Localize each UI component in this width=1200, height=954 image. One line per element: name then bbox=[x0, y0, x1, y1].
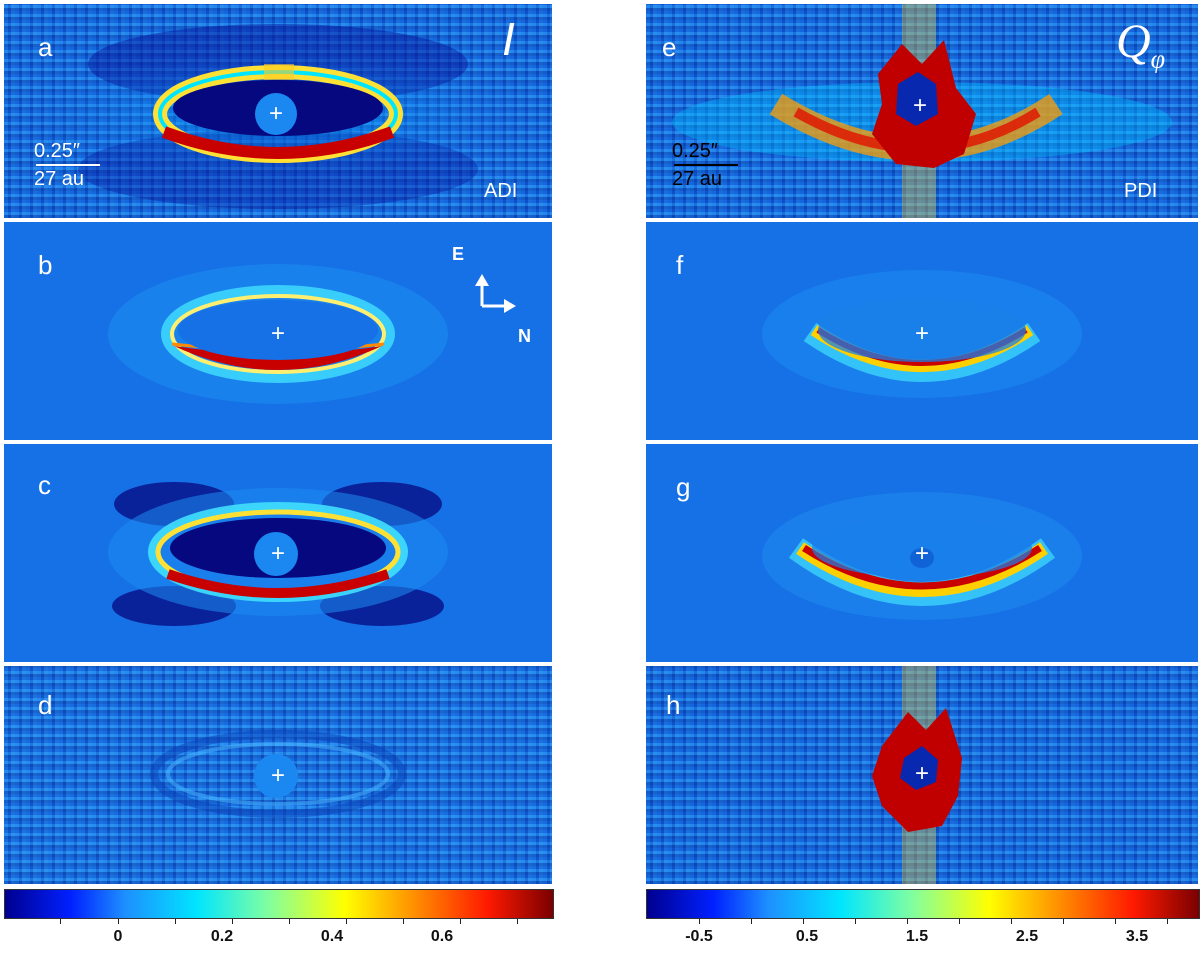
colorbar-tick bbox=[403, 919, 404, 924]
panel-label: a bbox=[38, 32, 53, 62]
scale-bar-physical: 27 au bbox=[34, 168, 85, 190]
compass-arrows bbox=[475, 274, 516, 313]
colorbar-tick bbox=[699, 919, 700, 924]
colorbar-tick bbox=[460, 919, 461, 924]
panel-title-qphi: Qφ bbox=[1116, 18, 1165, 84]
star-marker: + bbox=[270, 320, 285, 347]
colorbar-tick-label: 2.5 bbox=[1015, 928, 1039, 945]
colorbar-right bbox=[646, 889, 1200, 919]
panel-a-disk-image bbox=[28, 24, 528, 209]
colorbar-tick bbox=[517, 919, 518, 924]
panel-h-residual-image: h + bbox=[646, 666, 1198, 884]
panel-label: c bbox=[38, 470, 51, 500]
scale-bar-physical: 27 au bbox=[672, 168, 723, 190]
colorbar-tick bbox=[175, 919, 176, 924]
panel-d-residual-image: d + bbox=[4, 666, 552, 884]
panel-f-model-image: f + bbox=[646, 222, 1198, 440]
panel-g-model-pdi-image: g + bbox=[646, 444, 1198, 662]
panel-e-disk-image bbox=[672, 4, 1172, 218]
compass-north: N bbox=[518, 326, 531, 346]
star-marker: + bbox=[270, 762, 285, 789]
scale-bar-line bbox=[36, 164, 100, 166]
colorbar-tick bbox=[1115, 919, 1116, 924]
colorbar-tick bbox=[289, 919, 290, 924]
panel-title-q: Q bbox=[1116, 15, 1151, 68]
scale-bar-line bbox=[674, 164, 738, 166]
panel-title-intensity: I bbox=[502, 13, 515, 65]
panel-label: e bbox=[662, 32, 677, 62]
star-marker: + bbox=[914, 320, 929, 347]
scale-bar: 0.25″ 27 au bbox=[672, 140, 738, 190]
star-marker: + bbox=[912, 92, 927, 119]
panel-label: b bbox=[38, 250, 53, 280]
panel-title-phi: φ bbox=[1150, 44, 1166, 74]
colorbar-tick-label: 0.5 bbox=[795, 928, 819, 945]
colorbar-tick bbox=[855, 919, 856, 924]
colorbar-tick bbox=[1167, 919, 1168, 924]
colorbar-tick-label: 0.2 bbox=[210, 928, 234, 945]
panel-d-residuals bbox=[150, 730, 406, 818]
colorbar-tick bbox=[346, 919, 347, 924]
colorbar-tick bbox=[907, 919, 908, 924]
panel-label: d bbox=[38, 690, 53, 720]
panel-g-disk-model bbox=[762, 492, 1082, 620]
method-tag: PDI bbox=[1124, 180, 1158, 202]
colorbar-tick bbox=[118, 919, 119, 924]
compass-east: E bbox=[452, 244, 465, 264]
star-marker: + bbox=[914, 760, 929, 787]
panel-label: h bbox=[666, 690, 681, 720]
star-marker: + bbox=[270, 540, 285, 567]
panel-a-adi-image: a I ADI 0.25″ 27 au + bbox=[4, 4, 552, 218]
panel-label: f bbox=[676, 250, 684, 280]
colorbar-tick-label: 3.5 bbox=[1125, 928, 1149, 945]
panel-b-disk-model bbox=[108, 264, 448, 404]
panel-label: g bbox=[676, 472, 691, 502]
scale-bar-angular: 0.25″ bbox=[672, 140, 719, 162]
colorbar-tick-label: 0.4 bbox=[320, 928, 344, 945]
colorbar-tick-label: -0.5 bbox=[685, 928, 713, 945]
colorbar-tick-label: 0 bbox=[113, 928, 123, 945]
colorbar-tick bbox=[959, 919, 960, 924]
star-marker: + bbox=[268, 100, 283, 127]
colorbar-tick-label: 0.6 bbox=[430, 928, 454, 945]
scale-bar-angular: 0.25″ bbox=[34, 140, 81, 162]
colorbar-tick bbox=[751, 919, 752, 924]
colorbar-tick bbox=[1063, 919, 1064, 924]
panel-c-disk-model bbox=[108, 482, 448, 626]
panel-b-model-image: b + E N bbox=[4, 222, 552, 440]
colorbar-tick bbox=[232, 919, 233, 924]
panel-f-disk-model bbox=[762, 270, 1082, 398]
colorbar-tick bbox=[60, 919, 61, 924]
scale-bar: 0.25″ 27 au bbox=[34, 140, 100, 190]
colorbar-left bbox=[4, 889, 554, 919]
colorbar-tick bbox=[1011, 919, 1012, 924]
colorbar-tick-label: 1.5 bbox=[905, 928, 929, 945]
panel-h-residuals bbox=[872, 666, 962, 884]
panel-e-pdi-image: e Qφ PDI 0.25″ 27 au + bbox=[646, 4, 1198, 218]
method-tag: ADI bbox=[484, 180, 518, 202]
star-marker: + bbox=[914, 540, 929, 567]
colorbar-tick bbox=[803, 919, 804, 924]
panel-c-model-adi-image: c + bbox=[4, 444, 552, 662]
